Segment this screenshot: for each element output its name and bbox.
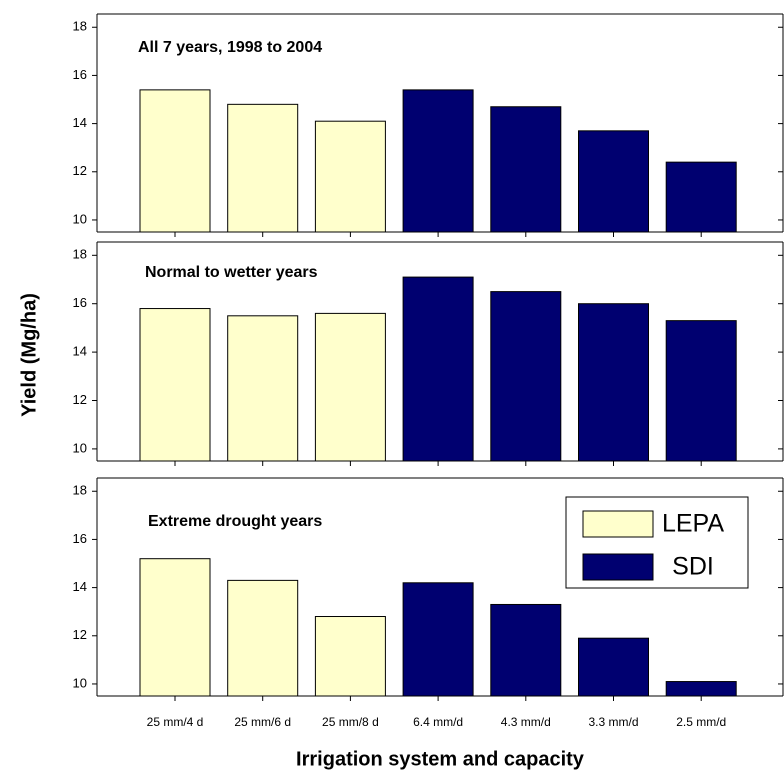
bar [139, 308, 211, 462]
legend-swatch [582, 553, 654, 581]
bar [402, 276, 474, 462]
panel-title: Extreme drought years [148, 513, 322, 530]
bar [314, 312, 386, 462]
y-tick-label: 16 [73, 531, 87, 546]
panel-title: All 7 years, 1998 to 2004 [138, 39, 322, 56]
bar [139, 558, 211, 697]
bar [139, 89, 211, 233]
y-tick-label: 10 [73, 211, 87, 226]
y-tick-label: 14 [73, 115, 87, 130]
bar [314, 616, 386, 697]
y-axis-label: Yield (Mg/ha) [18, 293, 40, 417]
bar [490, 106, 562, 233]
x-tick-label: 2.5 mm/d [676, 715, 726, 729]
y-tick-label: 10 [73, 675, 87, 690]
y-tick-label: 12 [73, 392, 87, 407]
bar [578, 130, 649, 233]
x-tick-label: 25 mm/4 d [147, 715, 204, 729]
x-tick-label: 3.3 mm/d [588, 715, 638, 729]
x-tick-label: 4.3 mm/d [501, 715, 551, 729]
bar [227, 579, 299, 697]
y-tick-label: 12 [73, 627, 87, 642]
bar [665, 161, 737, 233]
bar [578, 303, 649, 462]
y-tick-label: 18 [73, 247, 87, 262]
bar [490, 603, 562, 697]
bar [490, 291, 562, 462]
y-tick-label: 14 [73, 344, 87, 359]
panel-title: Normal to wetter years [145, 264, 318, 281]
bar [665, 681, 737, 697]
y-tick-label: 10 [73, 440, 87, 455]
y-tick-label: 18 [73, 19, 87, 34]
x-tick-label: 25 mm/6 d [234, 715, 291, 729]
bar [227, 315, 299, 462]
bar [227, 103, 299, 233]
legend-label: LEPA [662, 510, 724, 538]
x-tick-label: 25 mm/8 d [322, 715, 379, 729]
bar [314, 120, 386, 233]
x-axis-label: Irrigation system and capacity [296, 748, 585, 770]
x-tick-label: 6.4 mm/d [413, 715, 463, 729]
bar [402, 89, 474, 233]
legend-swatch [582, 510, 654, 538]
legend-label: SDI [672, 553, 714, 581]
y-tick-label: 16 [73, 67, 87, 82]
bar [578, 637, 649, 697]
y-tick-label: 16 [73, 295, 87, 310]
bar [665, 320, 737, 462]
y-tick-label: 14 [73, 579, 87, 594]
y-tick-label: 12 [73, 163, 87, 178]
y-tick-label: 18 [73, 483, 87, 498]
bar [402, 582, 474, 697]
